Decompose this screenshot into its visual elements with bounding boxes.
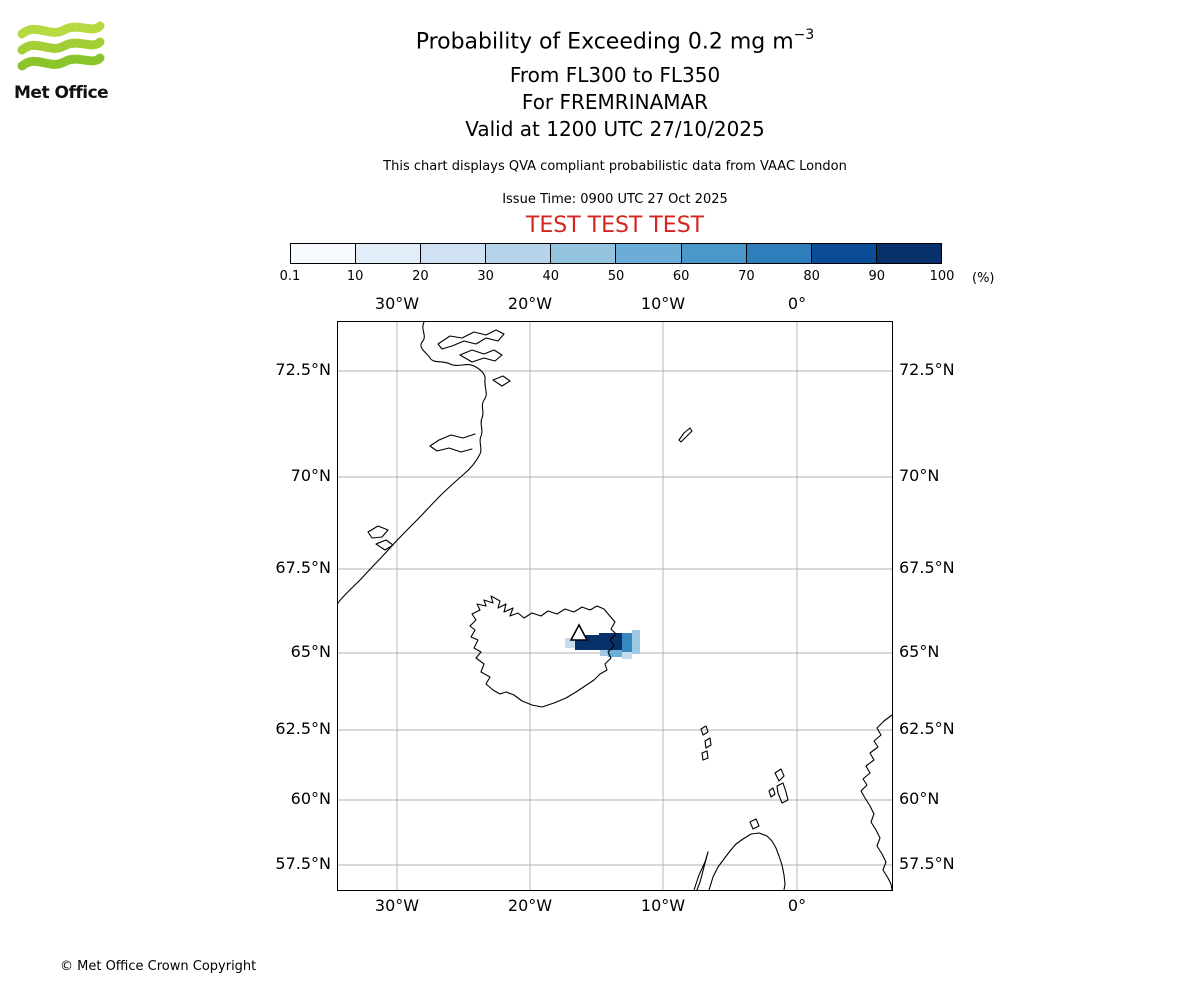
coastline [429, 433, 476, 453]
colorbar-tick-label: 70 [738, 269, 755, 284]
colorbar-segment [291, 244, 357, 263]
coastline [693, 851, 709, 890]
latitude-tick-label: 72.5°N [275, 360, 331, 379]
colorbar: 0.1 10 20 30 40 50 60 70 80 90 100 (%) [280, 243, 995, 286]
coastline [776, 782, 789, 804]
met-office-logo-text: Met Office [14, 83, 109, 103]
colorbar-tick-label: 60 [672, 269, 690, 284]
latitude-tick-label: 60°N [899, 789, 940, 808]
coastline [860, 714, 892, 890]
colorbar-tick-label: 80 [803, 269, 820, 284]
colorbar-unit-label: (%) [972, 271, 995, 286]
colorbar-segment [551, 244, 617, 263]
ash-probability-cell [565, 638, 575, 648]
colorbar-tick-label: 0.1 [279, 269, 301, 284]
test-banner: TEST TEST TEST [525, 213, 705, 238]
top-longitude-labels: 30°W 20°W 10°W 0° [338, 294, 892, 316]
chart-description: This chart displays QVA compliant probab… [383, 159, 847, 174]
colorbar-ticks: 0.1 10 20 30 40 50 60 70 80 90 100 [280, 269, 955, 285]
coastline [437, 329, 505, 350]
coastline [678, 427, 693, 443]
chart-title: Probability of Exceeding 0.2 mg m−3 [30, 27, 1200, 55]
coastline [768, 787, 776, 798]
latitude-tick-label: 60°N [290, 789, 331, 808]
copyright-notice: © Met Office Crown Copyright [60, 959, 257, 974]
flight-level-range: From FL300 to FL350 [509, 63, 721, 87]
map-panel [337, 321, 893, 891]
bottom-longitude-labels: 30°W 20°W 10°W 0° [338, 896, 892, 918]
colorbar-tick-label: 50 [607, 269, 625, 284]
coastline [492, 375, 511, 387]
colorbar-tick-label: 10 [346, 269, 364, 284]
coastline [774, 768, 785, 782]
coastline [469, 595, 617, 708]
coastline [375, 539, 394, 551]
met-office-logo-waves [17, 21, 105, 71]
longitude-tick-label: 30°W [374, 294, 420, 313]
colorbar-tick-label: 20 [412, 269, 429, 284]
issue-time: Issue Time: 0900 UTC 27 Oct 2025 [502, 192, 728, 207]
colorbar-segment [681, 244, 747, 263]
left-latitude-labels: 72.5°N 70°N 67.5°N 65°N 62.5°N 60°N 57.5°N [236, 322, 331, 890]
longitude-tick-label: 10°W [640, 294, 686, 313]
latitude-tick-label: 70°N [899, 466, 940, 485]
coastline [700, 725, 709, 736]
coastline [701, 750, 709, 761]
ash-probability-cell [622, 633, 632, 652]
latitude-tick-label: 65°N [899, 642, 940, 661]
colorbar-tick-label: 90 [868, 269, 886, 284]
chart-title-text: Probability of Exceeding 0.2 mg m [415, 29, 794, 55]
ash-probability-cell [622, 652, 632, 659]
latitude-tick-label: 67.5°N [899, 558, 955, 577]
volcano-name: For FREMRINAMAR [521, 90, 709, 114]
latitude-tick-label: 57.5°N [275, 854, 331, 873]
ash-probability-cell [608, 650, 622, 657]
volcano-marker-icon [569, 623, 589, 641]
colorbar-segment [356, 244, 422, 263]
latitude-tick-label: 62.5°N [899, 719, 955, 738]
colorbar-segment [746, 244, 812, 263]
chart-subtitles: From FL300 to FL350 For FREMRINAMAR Vali… [30, 62, 1200, 143]
chart-title-exponent: −3 [793, 27, 815, 43]
longitude-tick-label: 0° [787, 896, 807, 915]
ash-probability-cell [632, 630, 640, 654]
colorbar-segment [616, 244, 682, 263]
latitude-tick-label: 57.5°N [899, 854, 955, 873]
longitude-tick-label: 20°W [507, 896, 553, 915]
latitude-tick-label: 62.5°N [275, 719, 331, 738]
latitude-tick-label: 65°N [290, 642, 331, 661]
colorbar-segments [290, 243, 942, 264]
right-latitude-labels: 72.5°N 70°N 67.5°N 65°N 62.5°N 60°N 57.5°N [899, 322, 994, 890]
colorbar-tick-label: 30 [477, 269, 494, 284]
latitude-tick-label: 70°N [290, 466, 331, 485]
longitude-tick-label: 10°W [640, 896, 686, 915]
longitude-tick-label: 0° [787, 294, 807, 313]
valid-time: Valid at 1200 UTC 27/10/2025 [465, 117, 765, 141]
coastline [704, 737, 712, 749]
coastline [708, 832, 786, 890]
colorbar-segment [876, 244, 941, 263]
colorbar-segment [811, 244, 877, 263]
latitude-tick-label: 67.5°N [275, 558, 331, 577]
longitude-tick-label: 30°W [374, 896, 420, 915]
map-svg [338, 322, 892, 890]
met-office-logo: Met Office [14, 16, 124, 103]
longitude-tick-label: 20°W [507, 294, 553, 313]
coastline [338, 322, 487, 604]
latitude-tick-label: 72.5°N [899, 360, 955, 379]
colorbar-tick-label: 100 [929, 269, 955, 284]
colorbar-segment [421, 244, 487, 263]
ash-probability-cell [600, 650, 608, 656]
colorbar-tick-label: 40 [542, 269, 560, 284]
coastline [749, 818, 760, 830]
coastline [459, 349, 503, 363]
coastline [367, 525, 389, 539]
colorbar-segment [486, 244, 552, 263]
